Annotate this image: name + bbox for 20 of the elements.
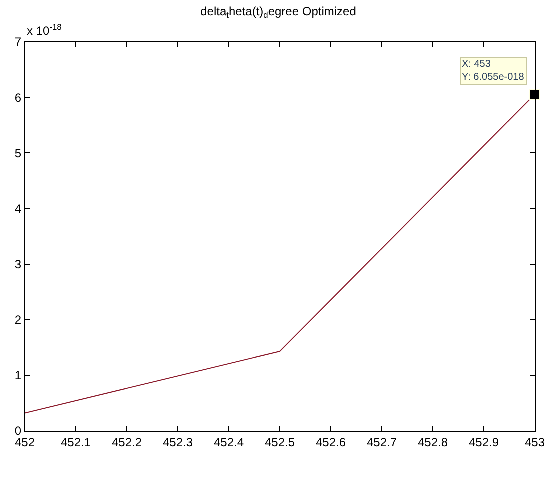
x-tick-label: 452.7: [366, 435, 398, 450]
annotation: X: 453 Y: 6.055e-018: [462, 59, 525, 83]
y-tick-label: 3: [14, 257, 22, 272]
x-tick-label: 453: [524, 435, 546, 450]
text: x 10$^{-18}$: [27, 22, 62, 38]
x-tick-label: 452.8: [418, 435, 448, 450]
x-tick-label: 452.5: [264, 435, 296, 450]
chart-title: delta$_{t}$heta(t)$_{d}$egree Optimized: [200, 4, 356, 20]
y-tick-label: 7: [14, 35, 22, 50]
x-tick-label: 452.4: [214, 435, 244, 450]
y-tick-label: 4: [14, 202, 22, 216]
x-tick-label: 452.2: [112, 435, 142, 450]
x-tick-label: 452.1: [60, 435, 92, 450]
y-tick-label: 2: [14, 313, 22, 328]
y-tick-label: 5: [14, 146, 22, 160]
x-tick-label: 452.9: [468, 435, 500, 450]
y-tick-label: 1: [14, 368, 22, 383]
x-tick-label: 452.3: [162, 435, 194, 450]
y-tick-label: 6: [14, 90, 22, 105]
x-tick-label: 452.6: [316, 435, 346, 450]
